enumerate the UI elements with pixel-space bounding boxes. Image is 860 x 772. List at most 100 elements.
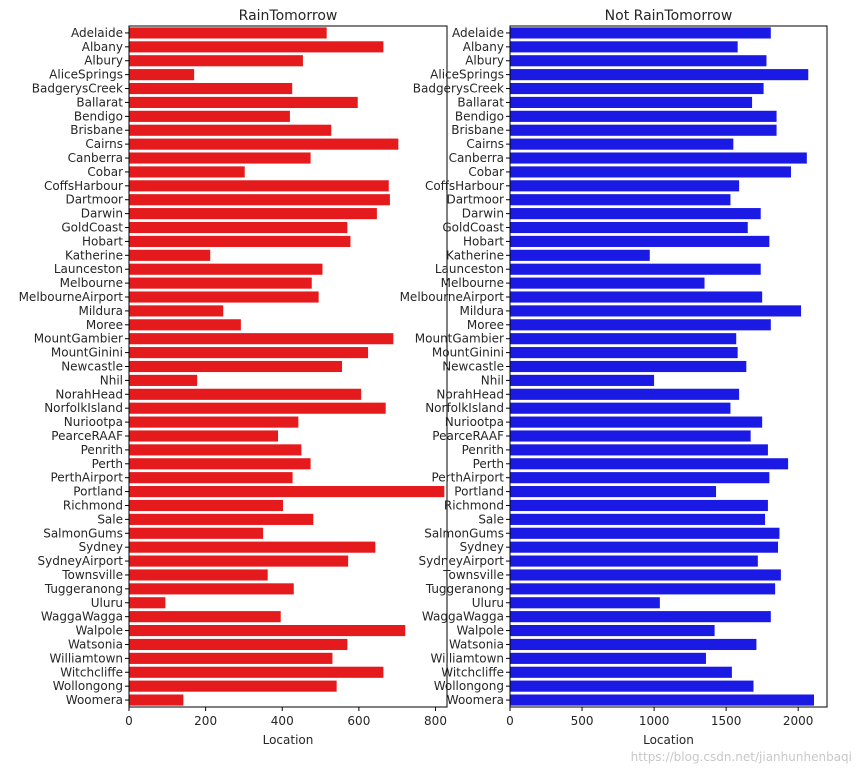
bar-rain-launceston: [129, 263, 323, 275]
bar-rain-waggawagga: [129, 611, 281, 623]
ytick-label-rain: Albury: [84, 54, 123, 68]
bar-no-rain-pearceraaf: [510, 430, 751, 442]
ytick-label-no-rain: Albury: [465, 54, 504, 68]
bar-no-rain-adelaide: [510, 27, 771, 39]
bar-no-rain-richmond: [510, 499, 768, 512]
chart-title-no-rain: Not RainTomorrow: [605, 8, 733, 24]
bar-no-rain-townsville: [510, 569, 781, 581]
ytick-label-rain: Albany: [82, 40, 123, 54]
ytick-label-rain: Woomera: [66, 693, 123, 707]
xtick-label-no-rain: 0: [506, 714, 514, 728]
ytick-label-rain: Williamtown: [50, 651, 123, 665]
bar-rain-mountgambier: [129, 333, 394, 345]
watermark-text: https://blog.csdn.net/jianhunhenbaqi: [630, 750, 852, 764]
ytick-label-no-rain: Dartmoor: [446, 193, 504, 207]
bar-no-rain-salmongums: [510, 527, 780, 539]
bar-rain-adelaide: [129, 27, 327, 39]
ytick-label-rain: MountGinini: [51, 346, 123, 360]
bar-rain-williamtown: [129, 652, 333, 664]
bar-rain-pearceraaf: [129, 430, 279, 442]
ytick-label-no-rain: Brisbane: [451, 123, 504, 137]
ytick-label-rain: Perth: [92, 457, 123, 471]
bar-no-rain-nhil: [510, 374, 655, 386]
ytick-label-no-rain: Tuggeranong: [425, 582, 504, 596]
bar-rain-wollongong: [129, 680, 337, 692]
bar-rain-woomera: [129, 694, 184, 706]
ytick-label-no-rain: Portland: [454, 485, 504, 499]
bar-no-rain-ballarat: [510, 96, 753, 108]
bar-rain-katherine: [129, 249, 211, 261]
ytick-label-rain: Sydney: [79, 540, 123, 554]
bar-rain-newcastle: [129, 360, 343, 373]
bar-rain-watsonia: [129, 638, 348, 651]
ytick-label-rain: Launceston: [54, 262, 123, 276]
bar-no-rain-dartmoor: [510, 194, 731, 206]
bar-rain-mountginini: [129, 347, 369, 359]
xtick-label-rain: 600: [347, 714, 370, 728]
bar-no-rain-brisbane: [510, 124, 777, 136]
bar-no-rain-perthairport: [510, 472, 770, 484]
ytick-label-no-rain: Nhil: [481, 373, 504, 387]
bar-no-rain-perth: [510, 458, 789, 470]
bar-no-rain-norfolkisland: [510, 402, 731, 414]
ytick-label-no-rain: NorahHead: [436, 387, 504, 401]
ytick-label-rain: Cobar: [87, 165, 123, 179]
bar-no-rain-woomera: [510, 694, 815, 706]
ytick-label-rain: Melbourne: [60, 276, 123, 290]
bar-rain-norahhead: [129, 388, 362, 400]
bar-rain-bendigo: [129, 110, 290, 122]
ytick-label-no-rain: Nuriootpa: [445, 415, 504, 429]
bar-rain-sale: [129, 513, 314, 525]
bar-no-rain-mildura: [510, 305, 802, 317]
xtick-label-rain: 200: [194, 714, 217, 728]
ytick-label-rain: Mildura: [78, 304, 123, 318]
ytick-label-no-rain: Wollongong: [434, 679, 504, 693]
ytick-label-rain: Dartmoor: [65, 193, 123, 207]
ytick-label-rain: BadgerysCreek: [32, 82, 123, 96]
bar-rain-salmongums: [129, 527, 264, 539]
bar-rain-cobar: [129, 166, 245, 178]
bar-rain-mildura: [129, 305, 224, 317]
ytick-label-rain: NorahHead: [55, 387, 123, 401]
ytick-label-rain: SydneyAirport: [38, 554, 124, 568]
bar-rain-uluru: [129, 597, 166, 609]
ytick-label-rain: Richmond: [63, 498, 123, 512]
ytick-label-rain: Ballarat: [76, 95, 123, 109]
ytick-label-rain: Tuggeranong: [44, 582, 123, 596]
xtick-label-no-rain: 500: [571, 714, 594, 728]
bar-no-rain-waggawagga: [510, 611, 771, 623]
bar-rain-sydneyairport: [129, 555, 349, 567]
ytick-label-no-rain: Sale: [478, 512, 504, 526]
ytick-label-no-rain: Sydney: [460, 540, 504, 554]
ytick-label-no-rain: Melbourne: [441, 276, 504, 290]
ytick-label-no-rain: Penrith: [462, 443, 504, 457]
ytick-label-rain: Walpole: [76, 624, 123, 638]
bar-no-rain-coffsharbour: [510, 180, 740, 192]
ytick-label-no-rain: NorfolkIsland: [425, 401, 504, 415]
ytick-label-rain: NorfolkIsland: [44, 401, 123, 415]
bar-no-rain-sale: [510, 513, 766, 525]
bar-no-rain-cairns: [510, 138, 734, 150]
bar-no-rain-uluru: [510, 597, 660, 609]
ytick-label-no-rain: MountGambier: [415, 332, 504, 346]
ytick-label-no-rain: SalmonGums: [424, 526, 504, 540]
ytick-label-no-rain: Bendigo: [455, 109, 504, 123]
bar-rain-perthairport: [129, 472, 293, 484]
ytick-label-no-rain: Albany: [463, 40, 504, 54]
bar-rain-dartmoor: [129, 194, 390, 206]
ytick-label-rain: Wollongong: [53, 679, 123, 693]
bar-no-rain-wollongong: [510, 680, 754, 692]
bar-no-rain-katherine: [510, 249, 650, 261]
bar-no-rain-sydney: [510, 541, 779, 553]
bar-no-rain-bendigo: [510, 110, 777, 122]
bar-no-rain-newcastle: [510, 360, 747, 373]
ytick-label-rain: Darwin: [81, 207, 123, 221]
x-axis-label-rain: Location: [263, 733, 314, 747]
ytick-label-rain: Portland: [73, 485, 123, 499]
ytick-label-rain: Moree: [86, 318, 123, 332]
bar-rain-nhil: [129, 374, 198, 386]
xtick-label-rain: 800: [424, 714, 447, 728]
ytick-label-no-rain: PearceRAAF: [432, 429, 504, 443]
ytick-label-no-rain: Williamtown: [431, 651, 504, 665]
